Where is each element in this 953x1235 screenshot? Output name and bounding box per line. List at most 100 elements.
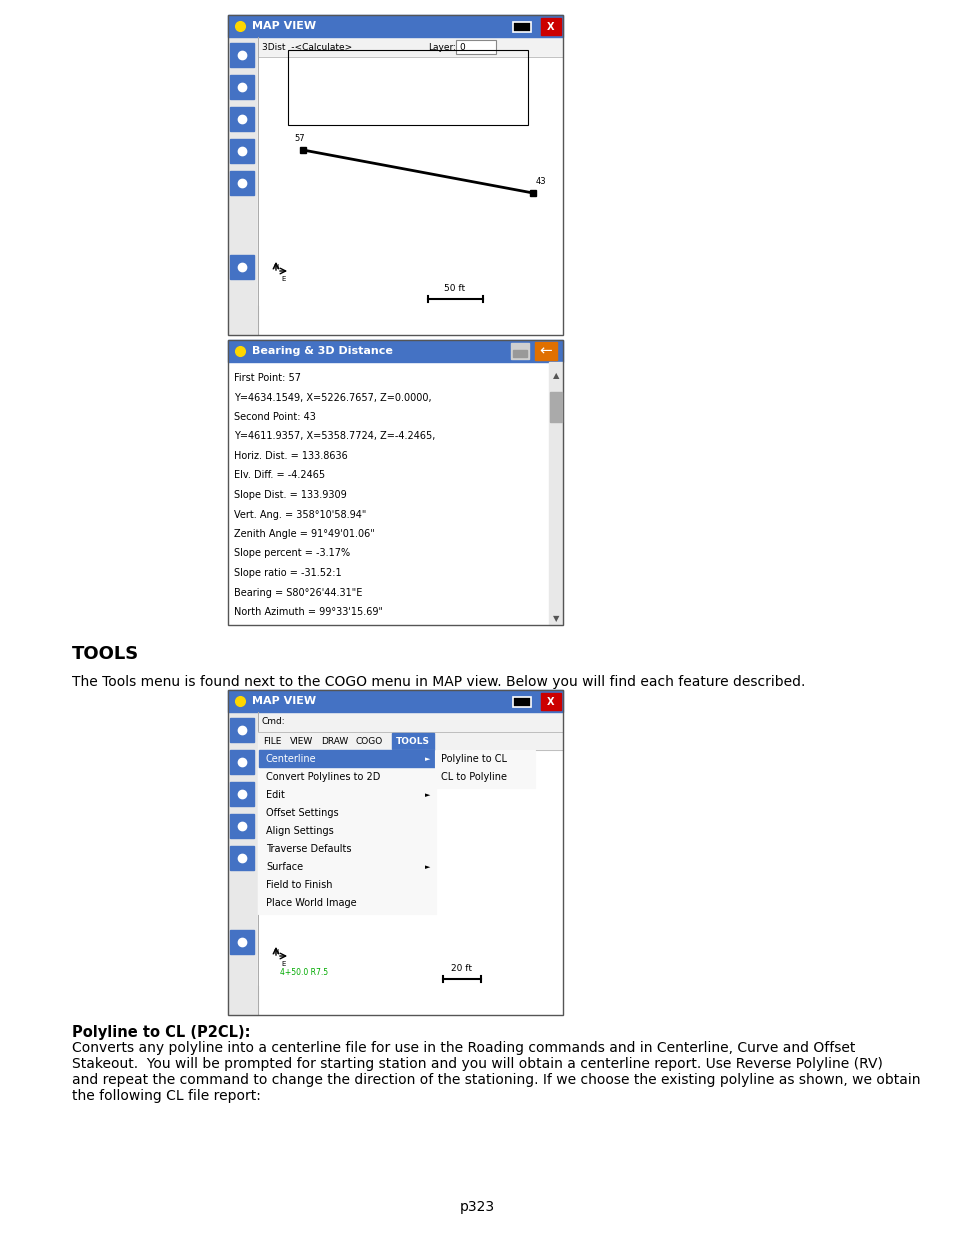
Text: 57: 57 xyxy=(294,135,305,143)
Bar xyxy=(535,342,557,359)
Bar xyxy=(257,57,562,305)
Bar xyxy=(257,750,436,914)
Bar xyxy=(513,697,531,706)
Bar xyxy=(230,846,253,869)
Bar xyxy=(257,713,562,732)
Text: ►: ► xyxy=(425,756,430,762)
Text: Edit: Edit xyxy=(266,790,285,800)
Text: 50 ft: 50 ft xyxy=(444,284,465,293)
Text: Layer:: Layer: xyxy=(428,42,456,52)
Text: Y=4634.1549, X=5226.7657, Z=0.0000,: Y=4634.1549, X=5226.7657, Z=0.0000, xyxy=(233,393,431,403)
Text: Slope ratio = -31.52:1: Slope ratio = -31.52:1 xyxy=(233,568,341,578)
Text: Offset Settings: Offset Settings xyxy=(266,808,338,818)
Text: Second Point: 43: Second Point: 43 xyxy=(233,412,315,422)
Text: Align Settings: Align Settings xyxy=(266,826,334,836)
Text: 0: 0 xyxy=(458,42,464,52)
Text: Bearing & 3D Distance: Bearing & 3D Distance xyxy=(252,346,393,356)
Bar xyxy=(228,340,562,625)
Bar xyxy=(230,718,253,742)
Bar xyxy=(228,15,562,335)
Bar xyxy=(230,814,253,839)
Bar xyxy=(228,690,562,1015)
Bar xyxy=(230,254,253,279)
Text: FILE: FILE xyxy=(263,736,281,746)
Bar xyxy=(230,170,253,195)
Bar xyxy=(230,107,253,131)
Bar xyxy=(230,750,253,774)
Text: DRAW: DRAW xyxy=(320,736,348,746)
Bar xyxy=(230,782,253,806)
Text: 43: 43 xyxy=(536,177,546,186)
Text: Slope percent = -3.17%: Slope percent = -3.17% xyxy=(233,548,350,558)
Bar xyxy=(230,140,253,163)
Text: p323: p323 xyxy=(459,1200,494,1214)
Bar xyxy=(228,690,562,713)
Bar xyxy=(257,750,562,986)
Text: N: N xyxy=(274,948,278,955)
Text: CL to Polyline: CL to Polyline xyxy=(440,772,506,782)
Text: 3Dist  -<Calculate>: 3Dist -<Calculate> xyxy=(262,42,352,52)
Bar xyxy=(540,19,560,35)
Text: Converts any polyline into a centerline file for use in the Roading commands and: Converts any polyline into a centerline … xyxy=(71,1041,855,1055)
Text: Cmd:: Cmd: xyxy=(262,718,285,726)
Text: Y=4611.9357, X=5358.7724, Z=-4.2465,: Y=4611.9357, X=5358.7724, Z=-4.2465, xyxy=(233,431,435,441)
Bar xyxy=(550,391,561,422)
Text: Centerline: Centerline xyxy=(266,755,316,764)
Text: First Point: 57: First Point: 57 xyxy=(233,373,301,383)
Text: Field to Finish: Field to Finish xyxy=(266,881,333,890)
Bar xyxy=(540,693,560,710)
Text: X: X xyxy=(547,22,554,32)
Text: Surface: Surface xyxy=(266,862,303,872)
Text: TOOLS: TOOLS xyxy=(71,645,139,663)
Text: MAP VIEW: MAP VIEW xyxy=(252,697,315,706)
Bar xyxy=(456,40,496,54)
Bar xyxy=(228,340,562,625)
Text: Polyline to CL (P2CL):: Polyline to CL (P2CL): xyxy=(71,1025,251,1040)
Bar xyxy=(257,732,562,750)
Bar xyxy=(548,362,562,625)
Text: Horiz. Dist. = 133.8636: Horiz. Dist. = 133.8636 xyxy=(233,451,348,461)
Bar xyxy=(230,75,253,99)
Text: N: N xyxy=(274,264,278,270)
Bar xyxy=(392,734,434,748)
Bar xyxy=(435,750,535,788)
Bar xyxy=(511,343,529,359)
Bar xyxy=(513,22,531,32)
Text: Convert Polylines to 2D: Convert Polylines to 2D xyxy=(266,772,380,782)
Text: X: X xyxy=(547,697,554,706)
Text: Place World Image: Place World Image xyxy=(266,898,356,908)
Text: The Tools menu is found next to the COGO menu in MAP view. Below you will find e: The Tools menu is found next to the COGO… xyxy=(71,676,804,689)
Text: and repeat the command to change the direction of the stationing. If we choose t: and repeat the command to change the dir… xyxy=(71,1073,920,1087)
Text: TOOLS: TOOLS xyxy=(395,736,430,746)
Text: Elv. Diff. = -4.2465: Elv. Diff. = -4.2465 xyxy=(233,471,325,480)
Text: North Azimuth = 99°33'15.69": North Azimuth = 99°33'15.69" xyxy=(233,606,382,618)
Text: Vert. Ang. = 358°10'58.94": Vert. Ang. = 358°10'58.94" xyxy=(233,510,366,520)
Text: VIEW: VIEW xyxy=(290,736,313,746)
Bar xyxy=(257,37,562,57)
Text: 4+50.0 R7.5: 4+50.0 R7.5 xyxy=(280,968,328,977)
Bar xyxy=(288,49,527,125)
Text: E: E xyxy=(281,961,286,967)
Text: Slope Dist. = 133.9309: Slope Dist. = 133.9309 xyxy=(233,490,346,500)
Bar xyxy=(230,43,253,67)
Text: ►: ► xyxy=(425,792,430,798)
Text: Polyline to CL: Polyline to CL xyxy=(440,755,506,764)
Text: E: E xyxy=(281,275,286,282)
Text: the following CL file report:: the following CL file report: xyxy=(71,1089,260,1103)
Bar xyxy=(513,350,526,357)
Text: Stakeout.  You will be prompted for starting station and you will obtain a cente: Stakeout. You will be prompted for start… xyxy=(71,1057,882,1071)
Bar xyxy=(230,930,253,953)
Text: ►: ► xyxy=(425,864,430,869)
Text: Zenith Angle = 91°49'01.06": Zenith Angle = 91°49'01.06" xyxy=(233,529,375,538)
Text: COGO: COGO xyxy=(355,736,383,746)
Bar xyxy=(228,15,562,37)
Bar xyxy=(228,15,562,335)
Bar xyxy=(258,750,435,767)
Text: Bearing = S80°26'44.31"E: Bearing = S80°26'44.31"E xyxy=(233,588,362,598)
Bar xyxy=(228,37,257,335)
Text: ▲: ▲ xyxy=(552,372,558,380)
Text: ▼: ▼ xyxy=(552,615,558,624)
Text: ←: ← xyxy=(539,343,552,358)
Text: 20 ft: 20 ft xyxy=(451,965,472,973)
Text: MAP VIEW: MAP VIEW xyxy=(252,21,315,31)
